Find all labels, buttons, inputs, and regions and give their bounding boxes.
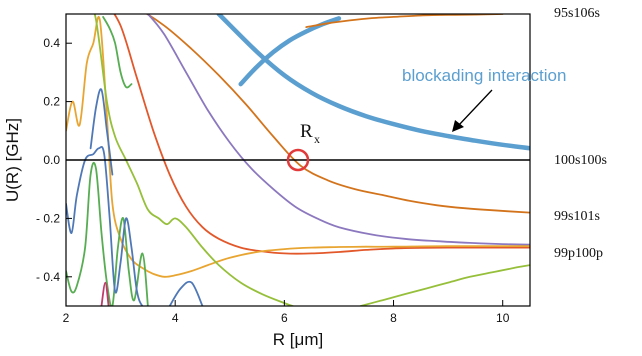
y-axis-title: U(R) [GHz] (3, 118, 22, 202)
x-axis-title: R [μm] (273, 330, 323, 349)
level-label-99s101s: 99s101s (554, 209, 600, 224)
level-label-100s100s: 100s100s (554, 153, 607, 168)
y-tick-label: 0.2 (43, 95, 60, 109)
annotation-arrowhead (452, 120, 464, 132)
series-line-9 (66, 161, 149, 306)
x-tick-label: 10 (496, 311, 510, 325)
blockade-annotation: blockading interaction (402, 66, 566, 85)
series-line-0 (216, 14, 530, 151)
series-line-5 (113, 14, 530, 255)
series-layer (66, 14, 530, 306)
crossing-label: R (300, 121, 313, 142)
series-line-2 (145, 14, 530, 214)
series-line-6 (66, 16, 530, 278)
series-line-4 (146, 14, 530, 246)
level-label-95s106s: 95s106s (554, 6, 600, 21)
y-tick-label: - 0.2 (36, 211, 60, 225)
crossing-marker (286, 148, 310, 172)
series-line-14 (100, 281, 110, 306)
x-tick-label: 6 (281, 311, 288, 325)
level-label-99p100p: 99p100p (554, 246, 603, 261)
series-line-10 (102, 15, 133, 89)
x-tick-label: 2 (63, 311, 70, 325)
series-line-8 (359, 264, 530, 306)
y-tick-label: 0.4 (43, 36, 60, 50)
crossing-subscript: x (314, 132, 320, 146)
x-tick-label: 4 (172, 311, 179, 325)
y-tick-label: 0.0 (43, 153, 60, 167)
y-tick-label: - 0.4 (36, 270, 60, 284)
x-tick-label: 8 (390, 311, 397, 325)
annotation-arrow-shaft (457, 89, 493, 127)
series-line-3 (305, 14, 504, 28)
series-line-11 (66, 145, 149, 306)
series-line-12 (89, 88, 114, 176)
ticks-layer: 2 4 6 8 10 - 0.4 - 0.2 0.0 0.2 0.4 (36, 36, 510, 325)
series-line-13 (168, 280, 204, 306)
